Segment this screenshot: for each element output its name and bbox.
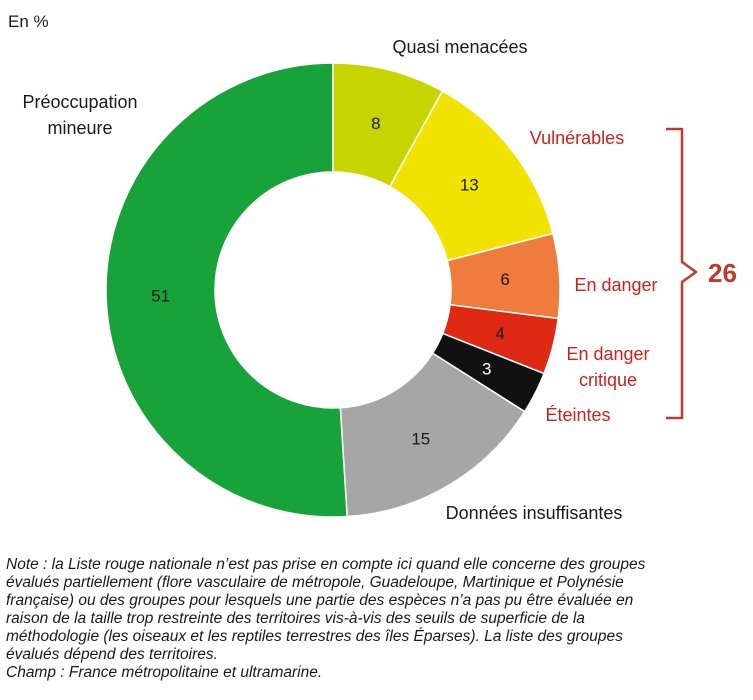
value-label-en-danger-critique: 4 (495, 324, 504, 343)
value-label-quasi-menacees: 8 (371, 114, 380, 133)
category-label-preoccupation-mineure: Préoccupation mineure (22, 92, 137, 138)
unit-label: En % (8, 12, 49, 31)
value-label-en-danger: 6 (500, 270, 509, 289)
threatened-total-label: 26 (708, 258, 737, 288)
note-line: française) ou des groupes pour lesquels … (6, 592, 634, 609)
note-line: évalués dépend des territoires. (6, 646, 218, 663)
value-label-preoccupation-mineure: 51 (151, 286, 170, 305)
category-label-en-danger: En danger (574, 275, 657, 295)
category-label-quasi-menacees: Quasi menacées (392, 37, 527, 57)
slice-preoccupation-mineure (105, 62, 349, 518)
slice-donnees-insuffisantes (339, 352, 526, 518)
note-line: raison de la taille trop restreinte des … (6, 610, 585, 627)
chart-note: Note : la Liste rouge nationale n’est pa… (6, 556, 746, 682)
note-line: évalués partiellement (flore vasculaire … (6, 574, 624, 591)
threatened-bracket (666, 127, 698, 420)
note-line: Note : la Liste rouge nationale n’est pa… (6, 556, 646, 573)
donut-chart: 51 Préoccupation mineure 8 Quasi menacées 13 V… (22, 37, 737, 523)
note-line: Champ : France métropolitaine et ultrama… (6, 664, 323, 681)
category-label-eteintes: Éteintes (545, 405, 610, 425)
value-label-donnees-insuffisantes: 15 (411, 429, 430, 448)
category-label-en-danger-critique: En danger critique (566, 344, 649, 390)
category-label-vulnerables: Vulnérables (530, 128, 624, 148)
value-label-vulnerables: 13 (460, 175, 479, 194)
note-line: méthodologie (les oiseaux et les reptile… (6, 628, 623, 645)
category-label-donnees-insuffisantes: Données insuffisantes (446, 503, 623, 523)
value-label-eteintes: 3 (482, 359, 491, 378)
